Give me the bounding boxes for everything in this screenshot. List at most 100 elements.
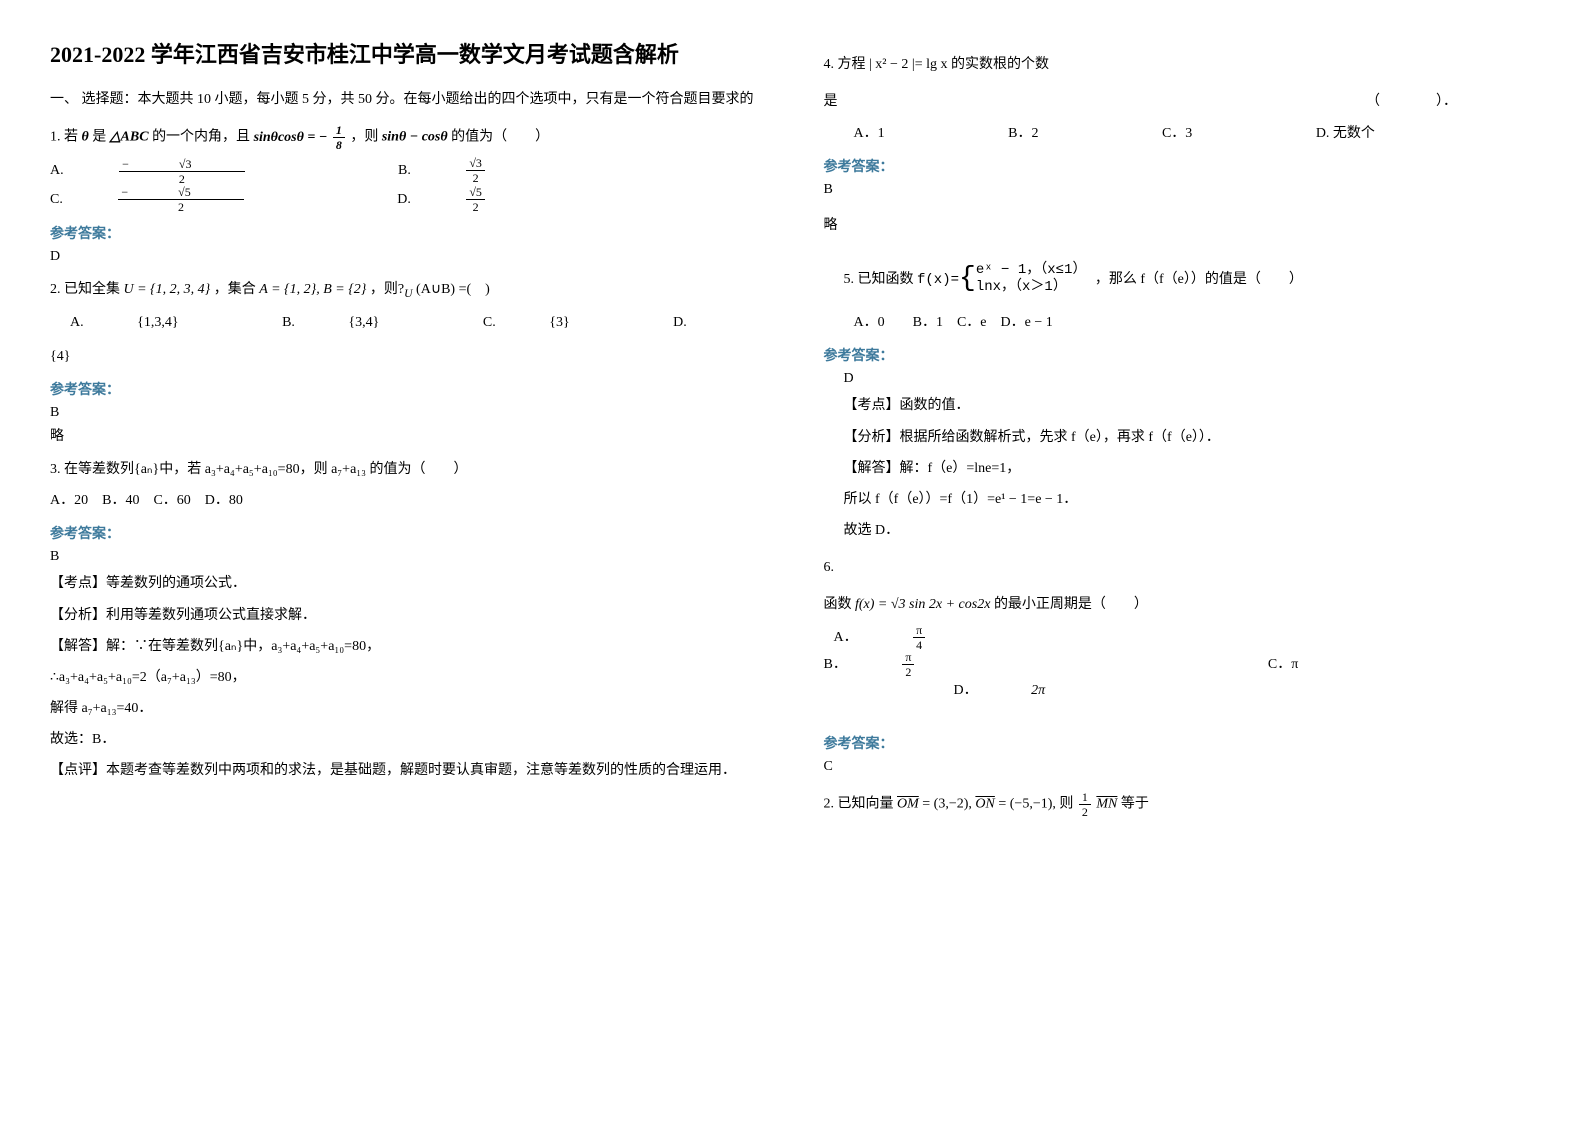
neg: − xyxy=(122,158,129,170)
q7-OM: OM xyxy=(897,797,919,812)
q2-opt-b-label: B. xyxy=(282,310,295,335)
q6-opt-a-num: π xyxy=(913,624,925,638)
q2-answer-label: 参考答案： xyxy=(50,379,764,399)
q1-mid3: ，则 xyxy=(350,130,378,145)
q1-opt-b-frac: √3 2 xyxy=(466,157,535,184)
q1-opt-c-label: C. xyxy=(50,187,63,212)
q2-mid: ，集合 xyxy=(214,282,256,297)
sqrt5: √5 xyxy=(178,186,191,198)
q3-note-4: ∴a₃+a₄+a₅+a₁₀=2（a₇+a₁₃）=80， xyxy=(50,665,764,690)
q4-opt-d: D. 无数个 xyxy=(1316,121,1375,146)
q6-pre: 函数 xyxy=(824,597,852,612)
q4-post: 的实数根的个数 xyxy=(951,57,1049,72)
q6-opt-b-frac: π 2 xyxy=(902,651,964,678)
q2-U: U = {1, 2, 3, 4} xyxy=(124,282,211,297)
q1-triangle: △ABC xyxy=(110,130,149,145)
q2-A: A = {1, 2}, B = {2} xyxy=(259,282,366,297)
question-4-line1: 4. 方程 | x² − 2 |= lg x 的实数根的个数 xyxy=(824,52,1538,77)
q2-opt-d-label: D. xyxy=(673,310,687,335)
q4-line2-pre: 是 xyxy=(824,89,838,114)
page: 2021-2022 学年江西省吉安市桂江中学高一数学文月考试题含解析 一、 选择… xyxy=(0,0,1587,864)
q2-Usub: U xyxy=(404,287,412,300)
q5-note-5: 故选 D． xyxy=(844,518,1538,543)
q2-opt-c: C. {3} xyxy=(483,310,620,335)
q6-opt-a-label: A． xyxy=(834,625,858,650)
document-title: 2021-2022 学年江西省吉安市桂江中学高一数学文月考试题含解析 xyxy=(50,40,764,71)
q6-opt-d: D． 2π xyxy=(954,678,1046,703)
q1-opt-d-den: 2 xyxy=(466,200,485,213)
q6-opt-b-den: 2 xyxy=(902,665,914,678)
q7-frac: 1 2 xyxy=(1079,791,1091,818)
q1-post: 的值为（ ） xyxy=(451,130,549,145)
q2-opt-c-val: {3} xyxy=(549,310,569,335)
q4-opt-b: B．2 xyxy=(1008,121,1038,146)
q3-note-6: 故选：B． xyxy=(50,727,764,752)
q6-post: 的最小正周期是（ ） xyxy=(994,597,1148,612)
q1-opt-b-den: 2 xyxy=(466,171,485,184)
q6-opt-a-frac: π 4 xyxy=(913,624,975,651)
q1-expr: sinθ − cosθ xyxy=(382,130,448,145)
q1-opt-c-den: 2 xyxy=(118,200,243,213)
q1-opt-b: B. √3 2 xyxy=(398,157,585,184)
q1-eq-num: 1 xyxy=(333,124,345,138)
q2-suffix: (A∪B) =( ) xyxy=(416,282,490,297)
q5-f-bot: lnx，（x＞1） xyxy=(976,279,1087,296)
q5-answer: D xyxy=(844,371,1538,387)
neg2: − xyxy=(121,186,128,198)
q2-opt-a: A. {1,3,4} xyxy=(70,310,229,335)
q5-f-top: eˣ − 1，（x≤1） xyxy=(976,262,1087,279)
q3-note-1: 【考点】等差数列的通项公式． xyxy=(50,571,764,596)
q2-post: ，则? xyxy=(370,282,404,297)
q7-ON: ON xyxy=(975,797,994,812)
q2-opt-a-val: {1,3,4} xyxy=(137,310,178,335)
q1-opt-d-num: √5 xyxy=(466,186,485,200)
q7-eq2: = (−5,−1), 则 xyxy=(998,797,1073,812)
q3-note-2: 【分析】利用等差数列通项公式直接求解． xyxy=(50,603,764,628)
q1-eq-den: 8 xyxy=(333,138,345,151)
q2-opt-a-label: A. xyxy=(70,310,84,335)
question-6-num: 6. xyxy=(824,555,1538,580)
q3-answer-label: 参考答案： xyxy=(50,523,764,543)
q1-opt-d-frac: √5 2 xyxy=(466,186,535,213)
q1-opt-d-label: D. xyxy=(397,187,411,212)
q4-paren: （ ）． xyxy=(1366,89,1457,114)
q5-post: ，那么 f（f（e））的值是（ ） xyxy=(1095,272,1303,287)
section-intro: 一、 选择题：本大题共 10 小题，每小题 5 分，共 50 分。在每小题给出的… xyxy=(50,89,764,110)
q5-note-3: 【解答】解：f（e）=lne=1， xyxy=(844,456,1538,481)
q2-opt-c-label: C. xyxy=(483,310,496,335)
q4-brief: 略 xyxy=(824,214,1538,234)
q1-mid1: 是 xyxy=(92,130,106,145)
q1-opt-c-num: − √5 xyxy=(118,185,243,200)
sqrt3: √3 xyxy=(179,158,192,170)
brace-icon: { xyxy=(959,263,976,294)
q2-options-row1: A. {1,3,4} B. {3,4} C. {3} D. xyxy=(50,310,764,335)
q6-opt-b-num: π xyxy=(902,651,914,665)
q1-mid2: 的一个内角，且 xyxy=(152,130,250,145)
q5-note-4: 所以 f（f（e））=f（1）=e¹ − 1=e − 1． xyxy=(844,487,1538,512)
q1-opt-a-label: A. xyxy=(50,158,64,183)
q6-opt-d-val: 2π xyxy=(1031,683,1045,698)
question-3: 3. 在等差数列{aₙ}中，若 a₃+a₄+a₅+a₁₀=80，则 a₇+a₁₃… xyxy=(50,457,764,482)
q6-opt-d-label: D． xyxy=(954,678,978,703)
q2-brief: 略 xyxy=(50,425,764,445)
q1-opt-d: D. √5 2 xyxy=(397,186,585,213)
q6-opt-a: A． π 4 xyxy=(834,624,1026,651)
q2-opt-d-val: {4} xyxy=(50,344,70,369)
q1-opt-a: A. −√3 2 xyxy=(50,157,345,185)
question-6: 函数 f(x) = √3 sin 2x + cos2x 的最小正周期是（ ） xyxy=(824,592,1538,617)
q5-note-1: 【考点】函数的值． xyxy=(844,393,1538,418)
question-1: 1. 若 θ 是 △ABC 的一个内角，且 sinθcosθ = − 1 8 ，… xyxy=(50,124,764,151)
q3-options: A．20 B．40 C．60 D．80 xyxy=(50,488,764,513)
q7-post: 等于 xyxy=(1121,797,1149,812)
q3-answer: B xyxy=(50,549,764,565)
q1-eq-frac: 1 8 xyxy=(333,124,345,151)
q4-opt-a: A．1 xyxy=(854,121,885,146)
q1-opt-c-frac: − √5 2 xyxy=(118,185,293,213)
q1-eq-lhs: sinθcosθ = − xyxy=(254,130,328,145)
q5-cases: eˣ − 1，（x≤1）lnx，（x＞1） xyxy=(976,262,1087,296)
q1-answer-label: 参考答案： xyxy=(50,223,764,243)
q4-answer-label: 参考答案： xyxy=(824,156,1538,176)
q6-opt-b: B． π 2 xyxy=(824,651,1015,678)
right-column: 4. 方程 | x² − 2 |= lg x 的实数根的个数 是 （ ）． A．… xyxy=(824,40,1538,824)
q3-note-5: 解得 a₇+a₁₃=40． xyxy=(50,696,764,721)
